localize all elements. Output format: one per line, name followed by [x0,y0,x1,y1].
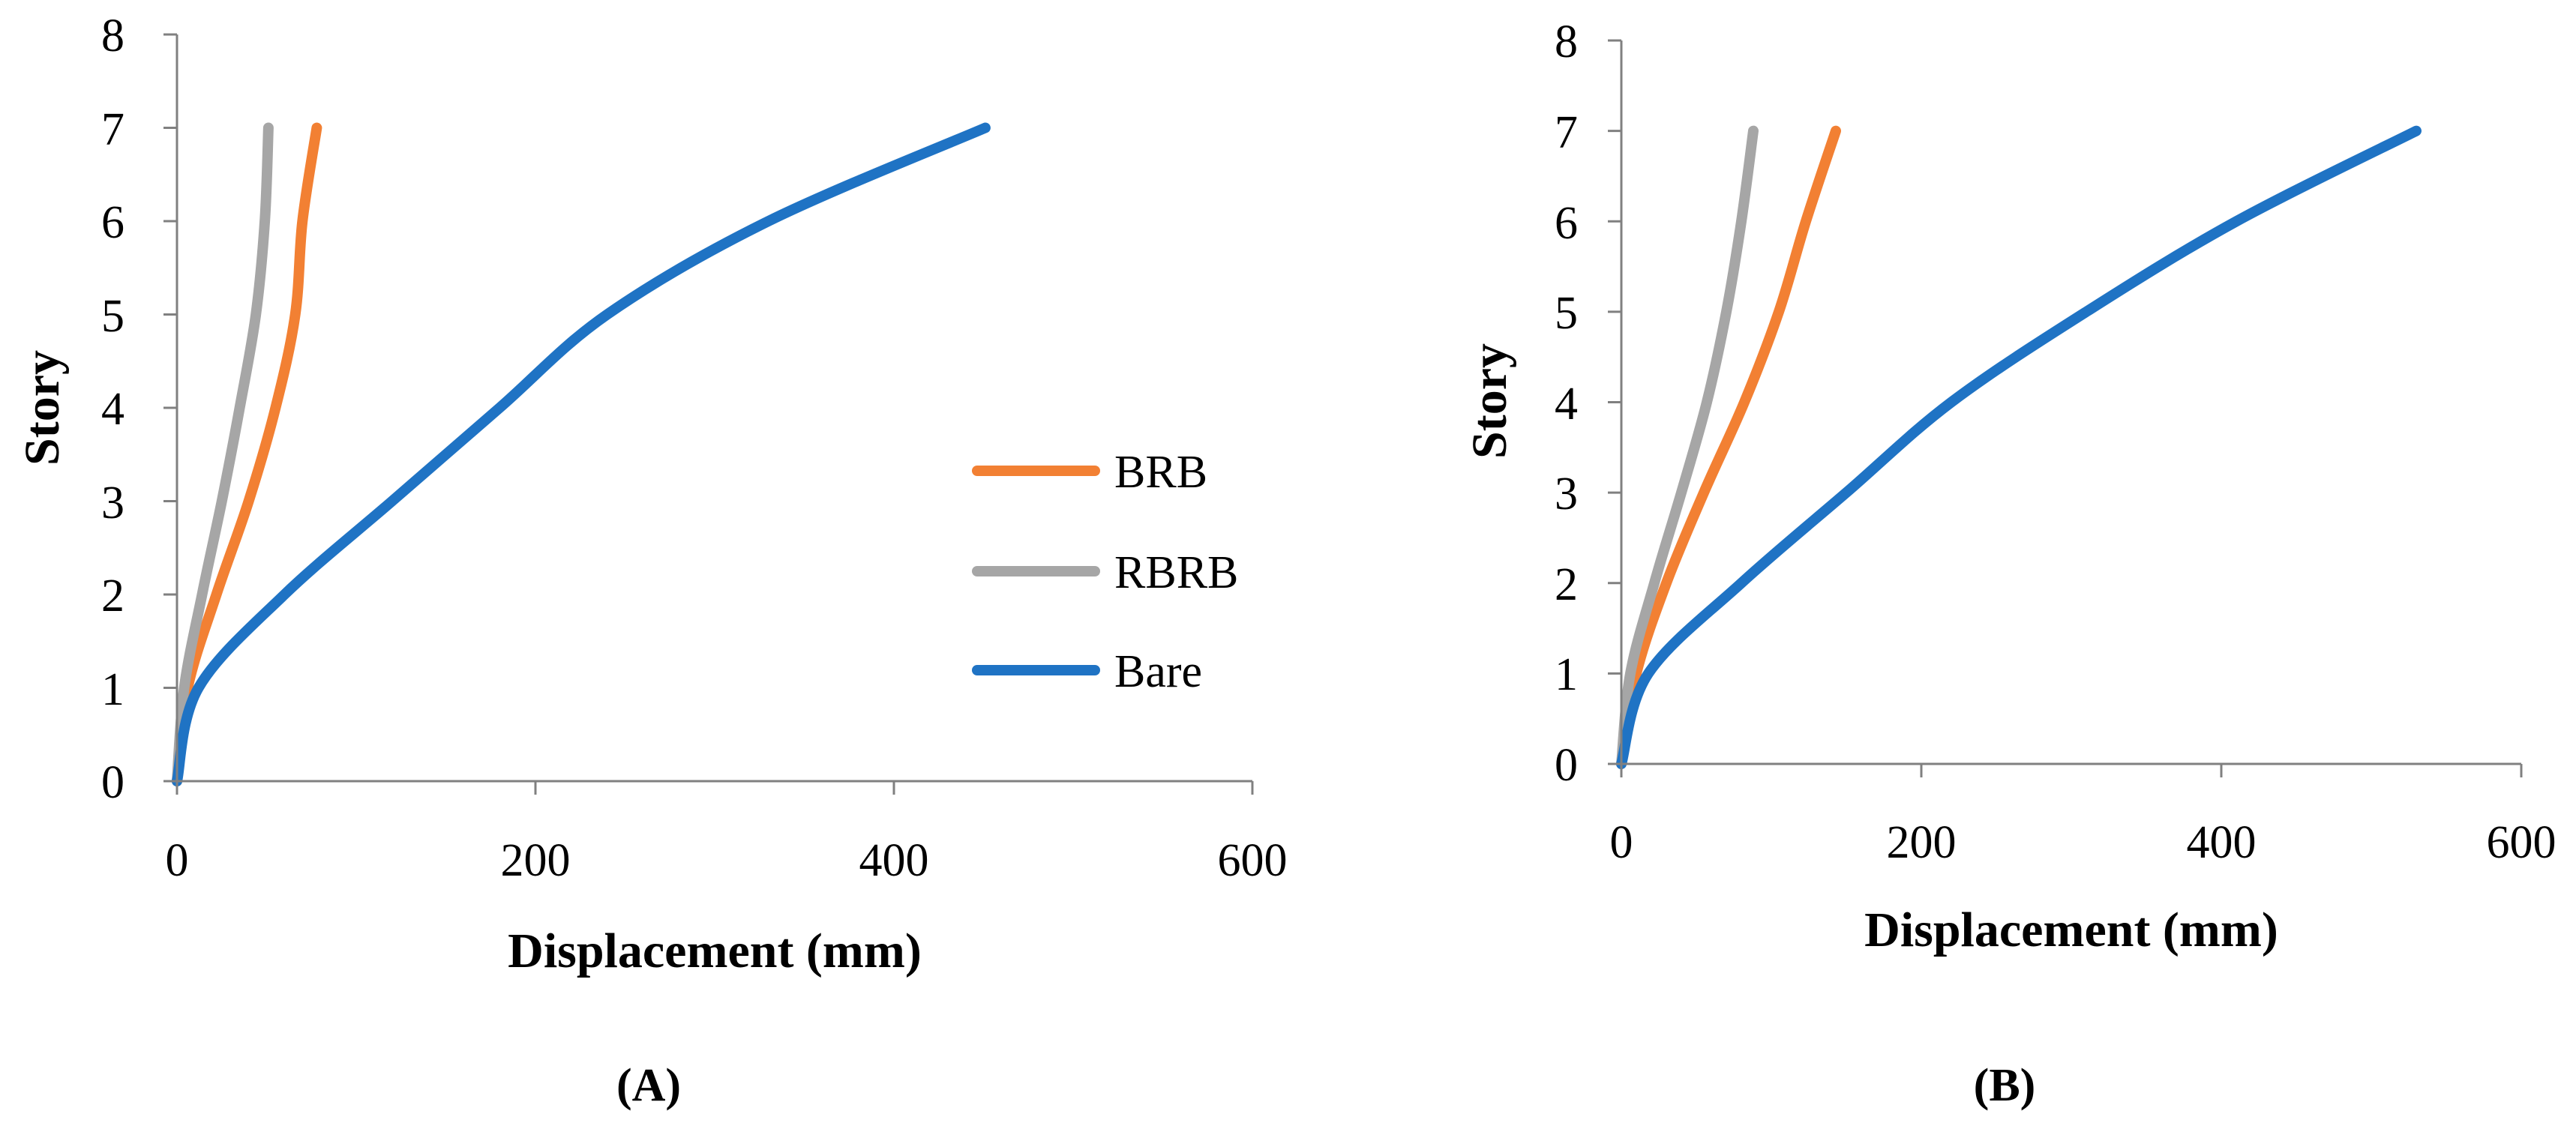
y-tick-label: 2 [101,570,124,621]
y-tick-label: 0 [101,757,124,808]
series-line-rbrb [172,122,274,786]
y-axis-title: Story [15,350,70,466]
chart-panel-b: 0 1 2 3 4 5 6 7 8 0 200 400 600 Displace… [1462,16,2557,1111]
x-tick-label: 400 [2187,817,2257,868]
x-tick-label: 0 [1610,817,1633,868]
x-tick-marks [1620,764,2523,777]
legend-label-brb: BRB [1114,447,1207,498]
legend: BRB RBRB Bare [972,447,1238,697]
y-tick-label: 3 [1555,469,1578,520]
legend-label-rbrb: RBRB [1114,547,1238,598]
y-tick-label: 6 [101,197,124,248]
x-tick-label: 200 [1887,817,1957,868]
x-tick-label: 400 [859,835,929,886]
panel-label-b: (B) [1974,1060,2036,1111]
chart-panel-a: 0 1 2 3 4 5 6 7 8 0 200 400 600 Displace… [15,10,1288,1111]
x-axis-title: Displacement (mm) [508,924,922,978]
y-tick-label: 5 [1555,288,1578,339]
x-tick-label: 600 [1218,835,1288,886]
y-tick-label: 0 [1555,740,1578,791]
y-tick-label: 3 [101,478,124,529]
y-tick-marks [1608,39,1621,765]
y-tick-label: 1 [1555,649,1578,700]
y-tick-label: 7 [101,104,124,155]
y-axis-title: Story [1462,343,1517,459]
x-tick-label: 0 [166,835,189,886]
series-line-bare [172,122,991,786]
x-axis-title: Displacement (mm) [1864,903,2278,957]
x-tick-marks [175,781,1254,795]
x-tick-label: 200 [501,835,571,886]
y-tick-label: 6 [1555,198,1578,249]
y-tick-label: 1 [101,664,124,715]
series-lines [1616,125,2422,769]
panel-label-a: (A) [616,1060,681,1111]
y-tick-label: 4 [101,384,124,435]
x-tick-label: 600 [2487,817,2557,868]
y-tick-marks [163,33,177,783]
y-tick-label: 7 [1555,107,1578,158]
series-line-brb [1616,125,1841,769]
y-tick-label: 5 [101,291,124,342]
y-tick-label: 4 [1555,379,1578,430]
series-line-rbrb [1616,125,1759,769]
series-lines [172,122,991,786]
legend-label-bare: Bare [1114,646,1202,697]
series-line-bare [1616,125,2422,769]
y-tick-label: 8 [1555,16,1578,67]
y-tick-label: 2 [1555,559,1578,610]
y-tick-label: 8 [101,10,124,61]
